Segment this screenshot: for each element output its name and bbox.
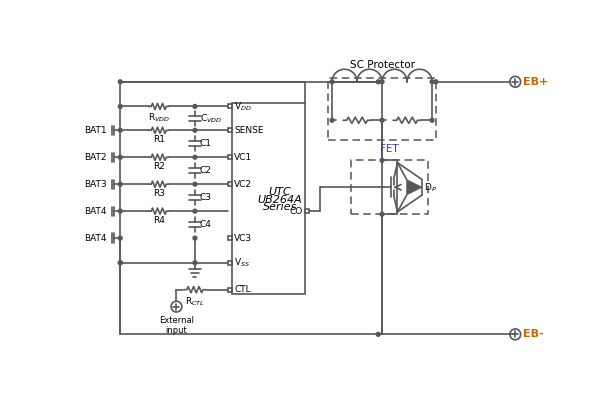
- Text: External
input: External input: [159, 316, 194, 335]
- Text: R1: R1: [153, 135, 165, 144]
- Text: R2: R2: [153, 162, 165, 171]
- Text: Series: Series: [263, 202, 297, 212]
- Text: EB-: EB-: [523, 329, 544, 339]
- Circle shape: [380, 212, 384, 216]
- Circle shape: [119, 236, 122, 240]
- Text: R$_{CTL}$: R$_{CTL}$: [185, 295, 205, 308]
- Bar: [228, 288, 232, 292]
- Bar: [228, 129, 232, 132]
- Text: VC1: VC1: [234, 153, 252, 162]
- Circle shape: [376, 332, 380, 336]
- Text: FET: FET: [381, 144, 399, 154]
- Circle shape: [376, 80, 380, 84]
- Circle shape: [434, 80, 438, 84]
- Circle shape: [119, 261, 122, 265]
- Text: R4: R4: [153, 216, 165, 225]
- Text: C1: C1: [200, 139, 211, 148]
- Circle shape: [119, 105, 122, 108]
- Text: CTL: CTL: [234, 285, 251, 294]
- Text: SENSE: SENSE: [234, 126, 264, 135]
- Text: D$_P$: D$_P$: [425, 181, 437, 194]
- Text: VC3: VC3: [234, 234, 252, 243]
- Circle shape: [119, 129, 122, 132]
- Text: UB264A: UB264A: [258, 194, 302, 205]
- Bar: [228, 261, 232, 265]
- Text: VC2: VC2: [234, 180, 252, 189]
- Text: SC Protector: SC Protector: [349, 60, 414, 70]
- Circle shape: [193, 129, 197, 132]
- Circle shape: [193, 209, 197, 213]
- Circle shape: [380, 80, 384, 84]
- Bar: [228, 236, 232, 240]
- Text: UTC: UTC: [269, 187, 291, 197]
- Circle shape: [330, 118, 334, 122]
- Text: V$_{DD}$: V$_{DD}$: [234, 100, 252, 112]
- Text: BAT4: BAT4: [84, 207, 106, 215]
- Text: C2: C2: [200, 166, 211, 175]
- Circle shape: [430, 80, 434, 84]
- Text: V$_{SS}$: V$_{SS}$: [234, 257, 251, 269]
- Circle shape: [119, 261, 122, 265]
- Text: BAT1: BAT1: [84, 126, 106, 135]
- Text: R$_{VDD}$: R$_{VDD}$: [148, 111, 170, 124]
- Text: EB+: EB+: [523, 77, 548, 87]
- Circle shape: [430, 118, 434, 122]
- Circle shape: [380, 158, 384, 162]
- Text: BAT2: BAT2: [84, 153, 106, 162]
- Circle shape: [119, 209, 122, 213]
- Circle shape: [119, 182, 122, 186]
- Circle shape: [193, 155, 197, 159]
- Text: C3: C3: [200, 193, 211, 202]
- Text: R3: R3: [153, 189, 165, 198]
- Text: CO: CO: [290, 207, 302, 215]
- Circle shape: [119, 80, 122, 84]
- Circle shape: [380, 118, 384, 122]
- Text: C$_{VDD}$: C$_{VDD}$: [200, 112, 222, 124]
- Bar: [305, 209, 309, 213]
- Circle shape: [193, 261, 197, 265]
- Text: BAT3: BAT3: [84, 180, 106, 189]
- Circle shape: [330, 80, 334, 84]
- Circle shape: [193, 105, 197, 108]
- Bar: [228, 182, 232, 186]
- Circle shape: [193, 236, 197, 240]
- Text: BAT4: BAT4: [84, 234, 106, 243]
- Circle shape: [119, 155, 122, 159]
- Bar: [228, 105, 232, 108]
- Circle shape: [193, 182, 197, 186]
- Polygon shape: [407, 180, 422, 195]
- Bar: [232, 103, 305, 293]
- Bar: [228, 155, 232, 159]
- Text: C4: C4: [200, 220, 211, 229]
